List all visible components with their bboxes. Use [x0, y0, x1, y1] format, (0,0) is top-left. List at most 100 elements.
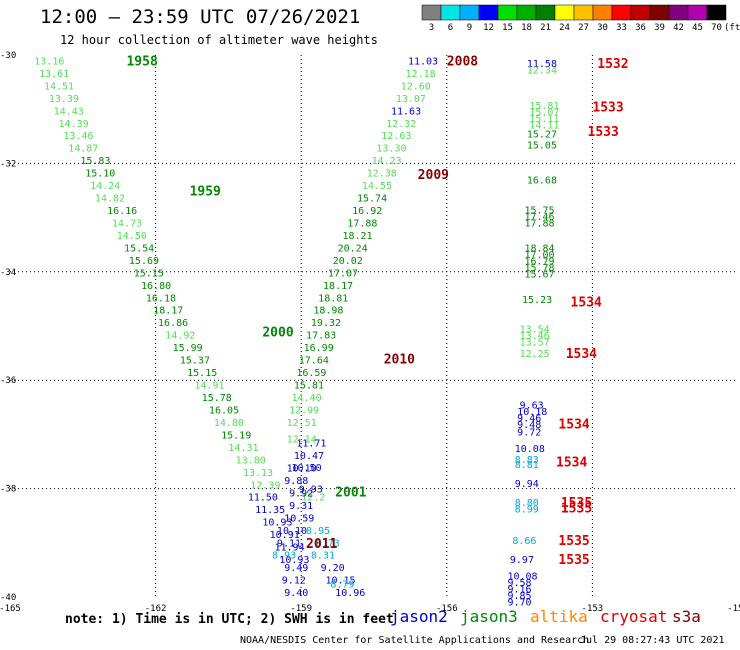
wave-height-value: 9.31 — [289, 501, 313, 512]
pass-number-label: 2000 — [262, 325, 293, 340]
wave-height-value: 18.21 — [342, 231, 372, 242]
wave-height-value: 14.23 — [372, 156, 402, 167]
x-tick-label: -153 — [582, 604, 604, 614]
colorbar-swatch — [649, 4, 670, 21]
wave-height-value: 12.39 — [250, 480, 280, 491]
wave-height-value: 17.83 — [306, 331, 336, 342]
wave-height-value: 14.87 — [68, 144, 98, 155]
wave-height-value: 16.80 — [141, 281, 171, 292]
x-tick-label: -165 — [0, 604, 21, 614]
wave-height-value: 13.54 — [520, 325, 550, 336]
wave-height-value: 14.50 — [117, 231, 147, 242]
wave-height-value: 8.31 — [311, 551, 335, 562]
wave-height-value: 14.39 — [59, 119, 89, 130]
wave-height-value: 18.17 — [323, 281, 353, 292]
wave-height-value: 13.61 — [39, 69, 69, 80]
wave-height-value: 16.86 — [158, 318, 188, 329]
colorbar-swatch — [630, 4, 651, 21]
wave-height-value: 14.55 — [362, 181, 392, 192]
colorbar-label: 3 — [429, 23, 434, 33]
legend-cryosat: cryosat — [600, 607, 668, 626]
wave-height-value: 10.50 — [291, 463, 321, 474]
wave-height-value: 11.35 — [255, 505, 285, 516]
wave-height-value: 9.16 — [507, 584, 531, 595]
wave-height-value: 13.46 — [520, 331, 550, 342]
wave-height-value: 10.08 — [515, 444, 545, 455]
y-tick-label: -38 — [0, 485, 16, 495]
pass-number-label: 1959 — [190, 185, 221, 200]
y-tick-label: -36 — [0, 376, 16, 386]
wave-height-value: 9.88 — [284, 476, 308, 487]
legend-jason2: jason2 — [390, 607, 448, 626]
wave-height-value: 14.82 — [95, 194, 125, 205]
wave-height-value: 20.24 — [338, 243, 368, 254]
pass-number-label: 1534 — [566, 347, 597, 362]
wave-height-value: 15.27 — [527, 130, 557, 141]
colorbar-label: 33 — [616, 23, 627, 33]
wave-height-value: 9.72 — [517, 428, 541, 439]
wave-height-value: 12.25 — [520, 349, 550, 360]
wave-height-value: 15.05 — [527, 140, 557, 151]
wave-height-value: 18.84 — [524, 243, 554, 254]
wave-height-value: 10.15 — [325, 576, 355, 587]
wave-height-value: 11.58 — [527, 59, 557, 70]
wave-height-value: 10.47 — [294, 451, 324, 462]
colorbar-swatch — [421, 4, 442, 21]
wave-height-value: 13.80 — [236, 455, 266, 466]
y-tick-label: -34 — [0, 268, 16, 278]
wave-height-value: 10.59 — [284, 513, 314, 524]
wave-height-value: 15.19 — [221, 430, 251, 441]
wave-height-value: 17.88 — [347, 218, 377, 229]
colorbar-label: 6 — [448, 23, 453, 33]
wave-height-value: 16.05 — [209, 405, 239, 416]
wave-height-value: 9.85 — [507, 591, 531, 602]
wave-height-value: 16.99 — [304, 343, 334, 354]
pass-number-label: 2008 — [447, 54, 478, 69]
wave-height-value: 12.63 — [381, 131, 411, 142]
page-subtitle: 12 hour collection of altimeter wave hei… — [60, 33, 378, 47]
wave-height-value: 10.10 — [277, 526, 307, 537]
colorbar-label: 45 — [692, 23, 703, 33]
wave-height-value: 15.15 — [134, 268, 164, 279]
wave-height-value: 15.75 — [524, 205, 554, 216]
wave-height-value: 12.32 — [386, 119, 416, 130]
wave-height-value: 15.83 — [80, 156, 110, 167]
wave-height-value: 17.00 — [524, 250, 554, 261]
colorbar-label: 15 — [502, 23, 513, 33]
colorbar-swatch — [573, 4, 594, 21]
wave-height-value: 14.31 — [228, 443, 258, 454]
pass-number-label: 1533 — [588, 125, 619, 140]
wave-height-value: 16.68 — [527, 176, 557, 187]
credit-text: NOAA/NESDIS Center for Satellite Applica… — [240, 635, 590, 646]
pass-number-label: 1535 — [558, 553, 589, 568]
wave-height-value: 14.24 — [90, 181, 120, 192]
colorbar-label: 18 — [521, 23, 532, 33]
wave-height-value: 20.02 — [333, 256, 363, 267]
wave-height-value: 11.03 — [408, 56, 438, 67]
wave-height-value: 9.20 — [321, 563, 345, 574]
wave-height-value: 9.11 — [277, 538, 301, 549]
wave-height-value: 10.18 — [517, 407, 547, 418]
pass-number-label: 1534 — [571, 296, 602, 311]
colorbar-label: 24 — [559, 23, 570, 33]
wave-height-value: 10.08 — [507, 571, 537, 582]
wave-height-value: 10.10 — [287, 463, 317, 474]
wave-height-value: 11.50 — [248, 493, 278, 504]
wave-height-value: 17.07 — [328, 268, 358, 279]
wave-height-value: 16.79 — [524, 256, 554, 267]
colorbar-label: 39 — [654, 23, 665, 33]
colorbar-swatch — [706, 4, 727, 21]
pass-number-label: 2001 — [335, 485, 366, 500]
colorbar-swatch — [535, 4, 556, 21]
wave-height-value: 15.67 — [524, 269, 554, 280]
wave-height-value: 14.51 — [44, 81, 74, 92]
pass-number-label: 1532 — [597, 57, 628, 72]
colorbar-unit: (ft) — [724, 23, 740, 33]
wave-height-value: 12.51 — [287, 418, 317, 429]
chart-grid — [10, 55, 738, 597]
colorbar-label: 27 — [578, 23, 589, 33]
x-tick-label: -162 — [145, 604, 167, 614]
colorbar-label: 30 — [597, 23, 608, 33]
wave-height-value: 9.40 — [284, 588, 308, 599]
